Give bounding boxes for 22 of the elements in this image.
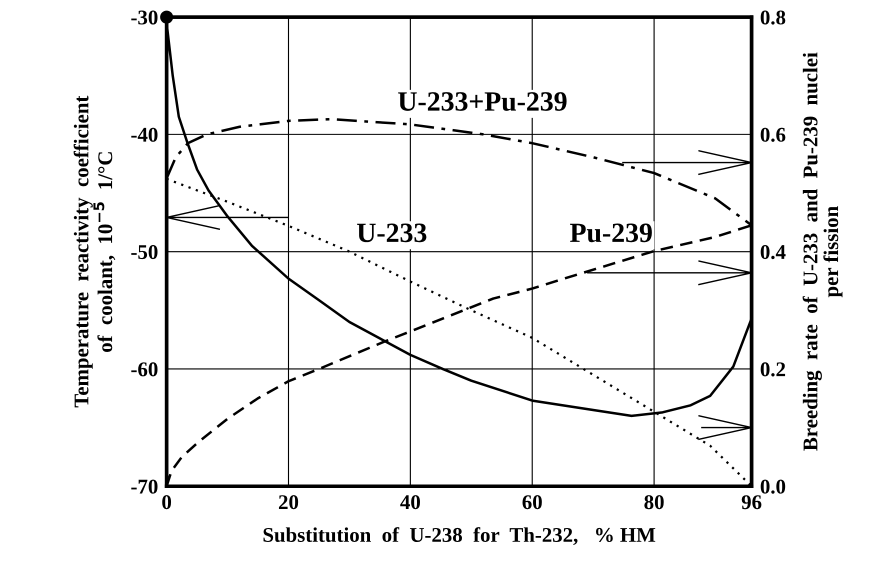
annotation: U-233	[357, 224, 426, 242]
y2-tick-label: 0.6	[760, 128, 786, 142]
x-tick-label: 96	[742, 495, 762, 510]
y2-tick-label: 0.4	[760, 245, 786, 260]
x-tick-label: 60	[522, 495, 542, 510]
annotation: U-233+Pu-239	[398, 92, 567, 111]
y-tick-label: -30	[131, 10, 158, 25]
y2-tick-label: 0.0	[760, 480, 786, 494]
y2-tick-label: 0.8	[760, 10, 786, 25]
y-tick-label: -60	[131, 362, 158, 376]
y-tick-label: -50	[131, 245, 158, 260]
x-tick-label: 20	[278, 495, 298, 510]
annotation: Pu-239	[570, 224, 652, 242]
x-tick-label: 0	[162, 495, 172, 510]
x-tick-label: 40	[400, 495, 420, 510]
y2-axis-title: Breeding rate of U-233 and Pu-239 nuclei per fission	[802, 52, 842, 451]
y2-tick-label: 0.2	[760, 362, 786, 376]
y-axis-title: Temperature reactivity coefficient of coolant, 10$^{−5}$ 1/°C	[74, 96, 116, 408]
y-tick-label: -40	[131, 128, 158, 142]
y-tick-label: -70	[131, 480, 158, 494]
x-tick-label: 80	[644, 495, 664, 510]
x-axis-title: Substitution of U-238 for Th-232, % HM	[264, 527, 656, 546]
